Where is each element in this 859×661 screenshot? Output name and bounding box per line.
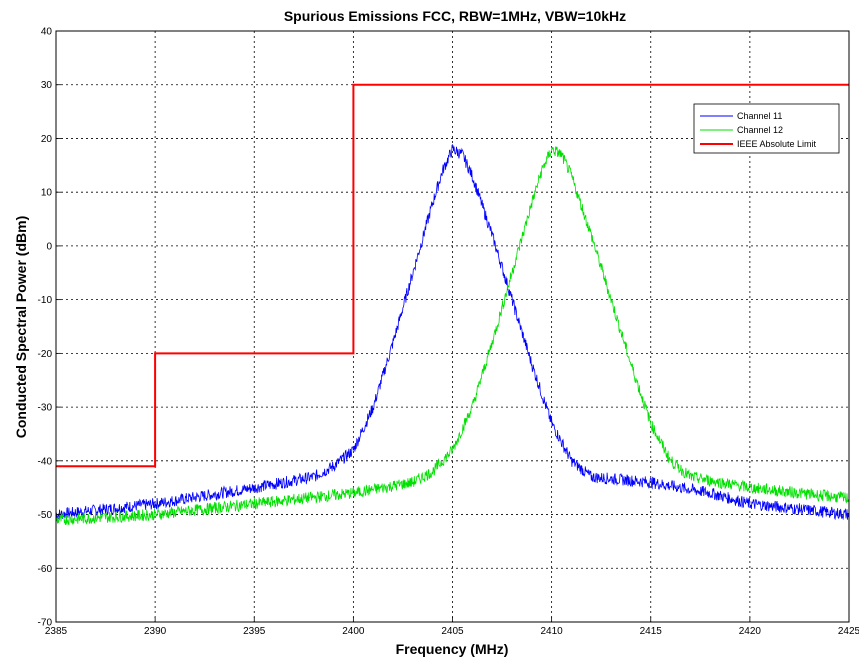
y-tick-label: -20	[38, 349, 53, 360]
legend-label-channel-11: Channel 11	[737, 111, 782, 121]
y-tick-label: 30	[41, 80, 53, 91]
x-tick-label: 2425	[838, 626, 859, 637]
series-ieee-absolute-limit	[56, 83, 849, 468]
y-tick-label: -60	[38, 564, 53, 575]
y-tick-label: 20	[41, 134, 53, 145]
x-tick-label: 2385	[45, 626, 68, 637]
series-channel-11	[55, 144, 850, 521]
x-tick-label: 2390	[144, 626, 167, 637]
y-axis: -70 -60 -50 -40 -30 -20 -10 0 10 20 30 40	[38, 27, 61, 629]
y-tick-label: 0	[46, 241, 52, 252]
x-tick-label: 2405	[441, 626, 464, 637]
x-tick-label: 2400	[342, 626, 365, 637]
y-tick-label: -10	[38, 295, 53, 306]
legend: Channel 11 Channel 12 IEEE Absolute Limi…	[693, 103, 840, 154]
x-axis: 2385 2390 2395 2400 2405 2410 2415 2420 2425	[45, 617, 859, 637]
x-tick-label: 2420	[739, 626, 762, 637]
y-tick-label: 10	[41, 188, 53, 199]
y-axis-label: Conducted Spectral Power (dBm)	[13, 216, 29, 438]
legend-label-ieee-limit: IEEE Absolute Limit	[737, 139, 817, 149]
y-tick-label: -50	[38, 510, 53, 521]
series-layer	[55, 83, 850, 526]
y-tick-label: -70	[38, 618, 53, 629]
chart-title: Spurious Emissions FCC, RBW=1MHz, VBW=10…	[284, 8, 626, 24]
legend-label-channel-12: Channel 12	[737, 125, 783, 135]
x-axis-label: Frequency (MHz)	[396, 641, 509, 657]
y-tick-label: 40	[41, 27, 53, 38]
series-channel-12	[55, 146, 850, 526]
x-tick-label: 2410	[541, 626, 564, 637]
y-tick-label: -30	[38, 403, 53, 414]
x-tick-label: 2395	[243, 626, 266, 637]
y-tick-label: -40	[38, 456, 53, 467]
x-tick-label: 2415	[640, 626, 663, 637]
